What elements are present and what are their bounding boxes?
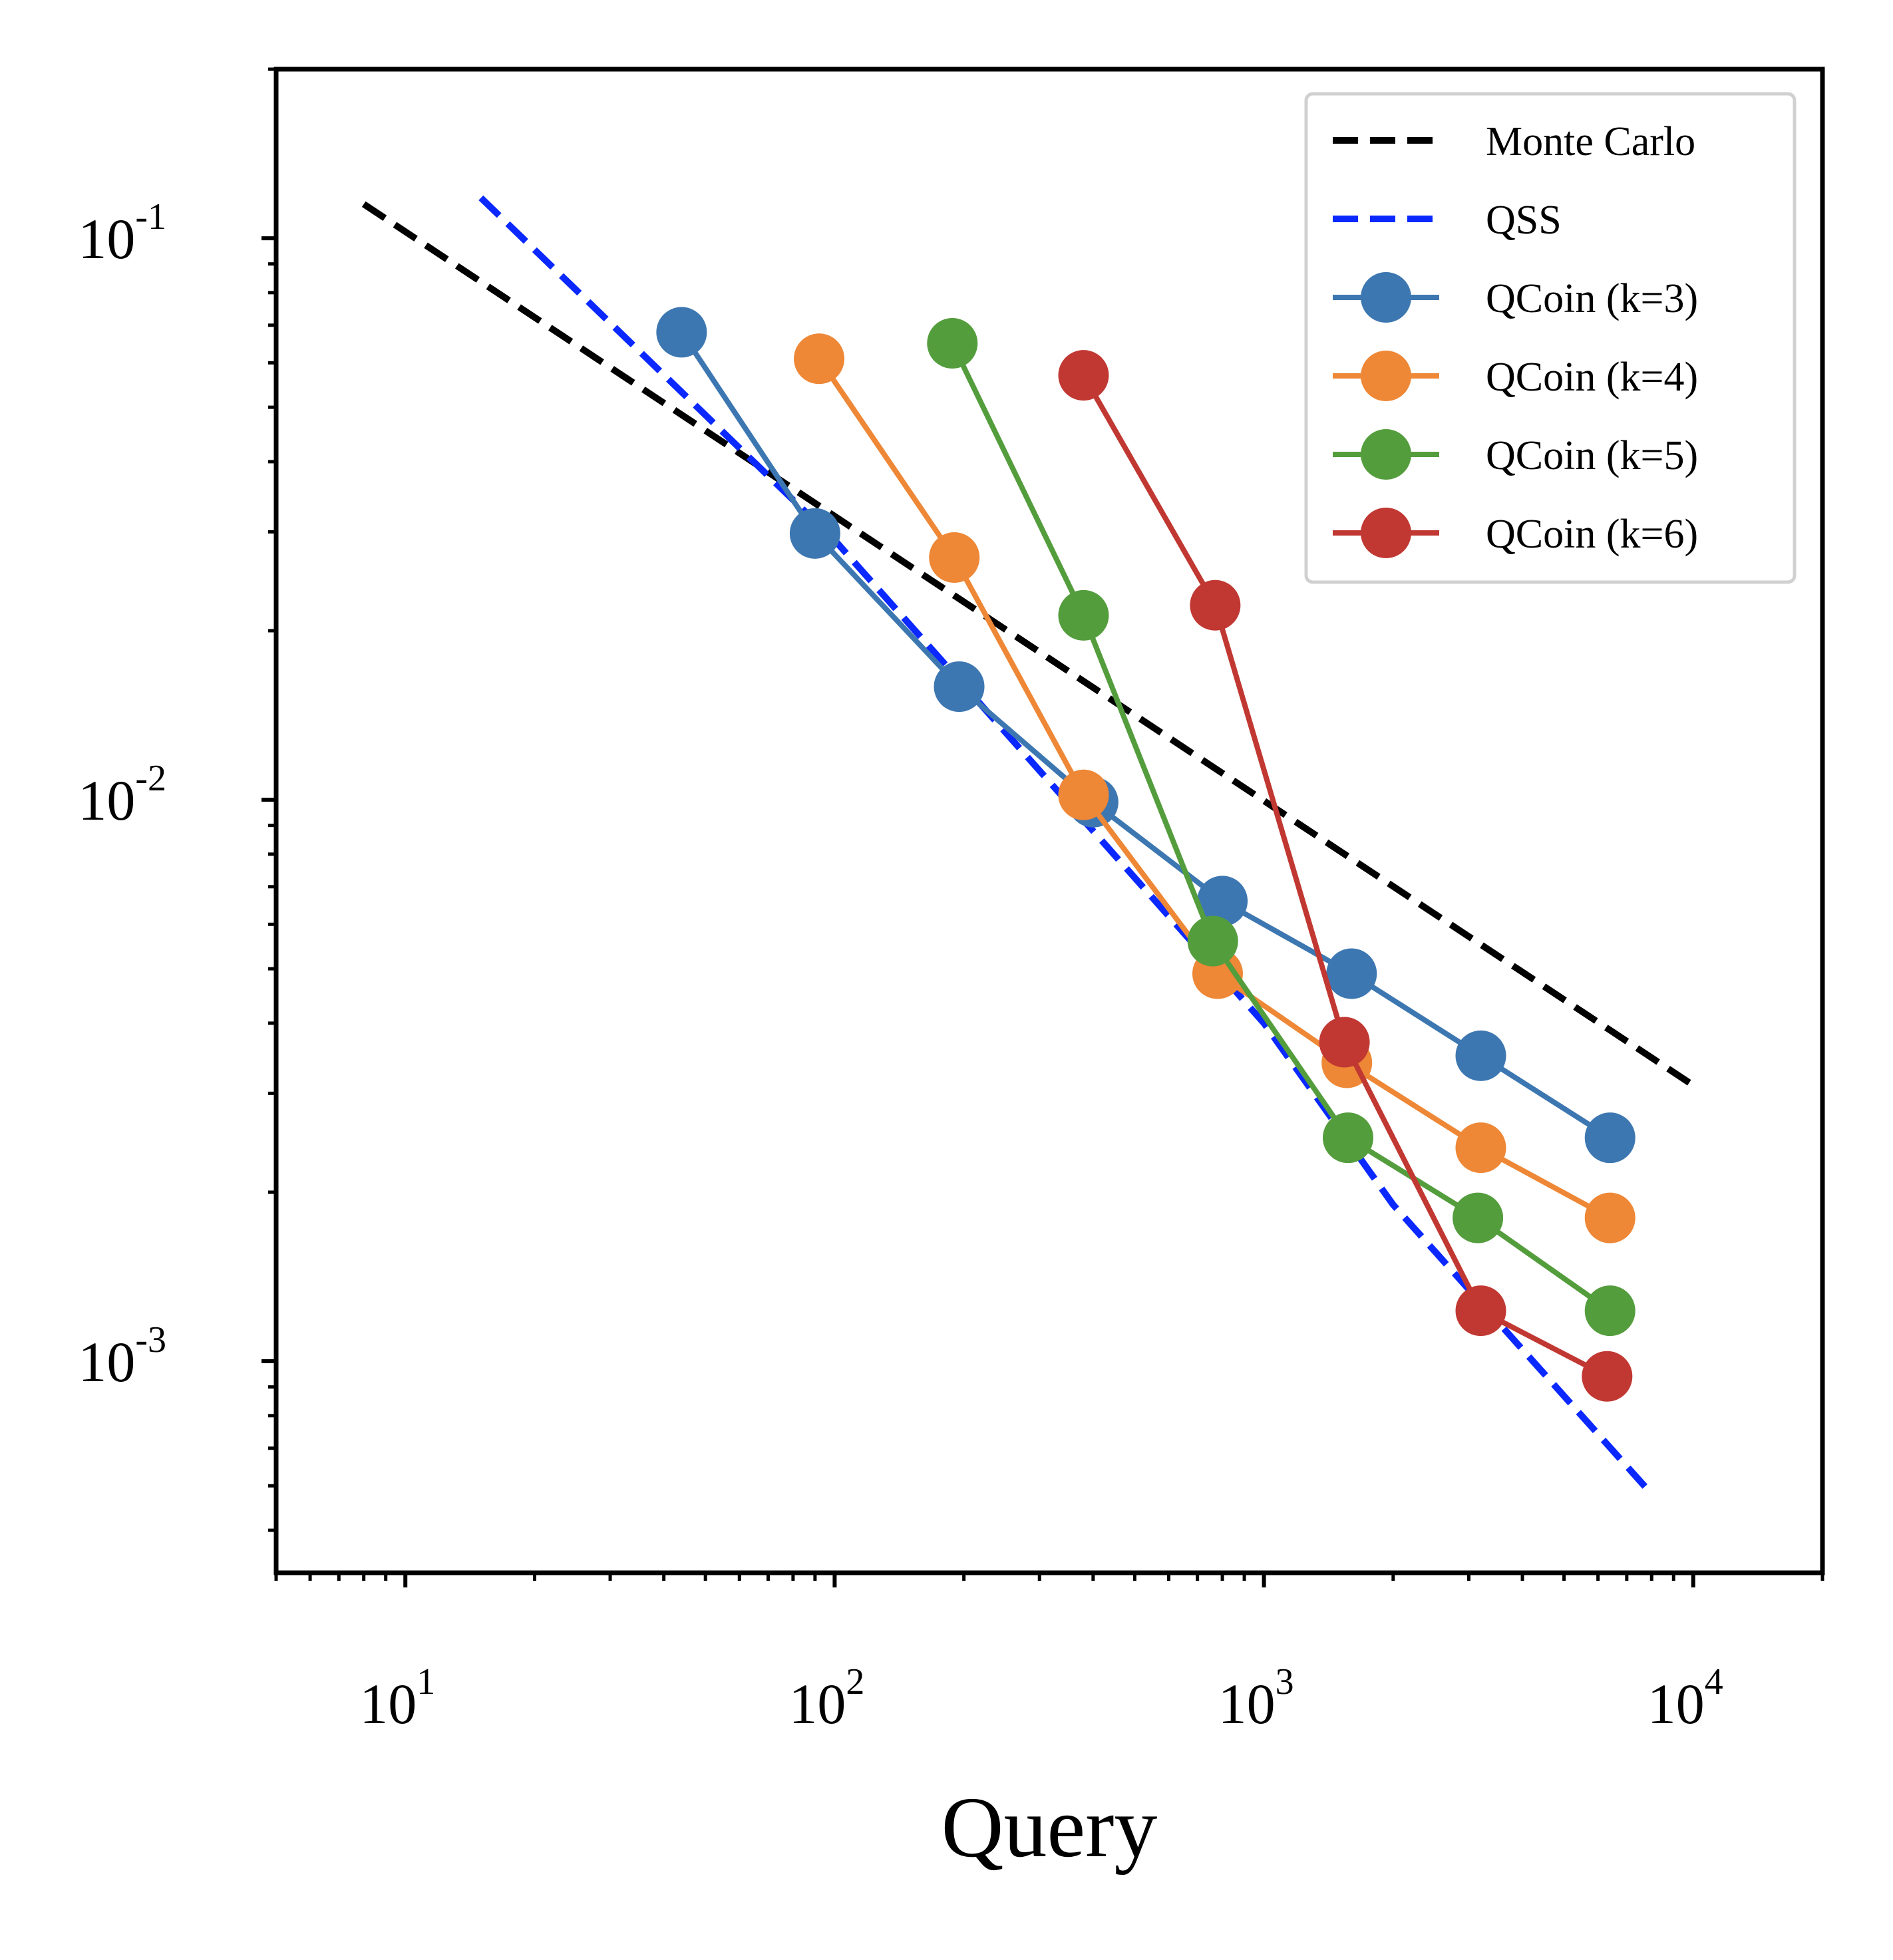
series-layer xyxy=(361,195,1695,1497)
data-point xyxy=(1584,1192,1635,1243)
data-point xyxy=(789,508,840,559)
series-4 xyxy=(927,317,1635,1337)
x-tick-base: 10 xyxy=(1218,1672,1276,1736)
data-point xyxy=(1455,1122,1506,1174)
data-point xyxy=(1584,1285,1635,1337)
series-3 xyxy=(794,333,1635,1243)
x-tick-label: 101 xyxy=(359,1661,435,1736)
data-point xyxy=(1319,1017,1370,1068)
legend-label: QSS xyxy=(1486,198,1562,243)
data-point xyxy=(1326,948,1377,999)
x-tick-label: 104 xyxy=(1647,1661,1723,1736)
x-tick-base: 10 xyxy=(359,1672,417,1736)
series-5 xyxy=(1058,350,1633,1402)
data-point xyxy=(929,532,980,583)
series-0 xyxy=(361,201,1695,1088)
legend-label: QCoin (k=4) xyxy=(1486,355,1698,400)
legend-swatch-marker xyxy=(1361,351,1411,401)
x-tick-label: 102 xyxy=(788,1661,864,1736)
y-tick-exponent: -2 xyxy=(135,758,166,799)
y-tick-label: 10-2 xyxy=(78,758,166,832)
y-tick-label: 10-1 xyxy=(78,196,166,271)
x-tick-base: 10 xyxy=(1647,1672,1705,1736)
series-line xyxy=(949,342,1612,1313)
plot-frame xyxy=(273,67,1825,1575)
legend-label: QCoin (k=3) xyxy=(1486,276,1698,321)
data-point xyxy=(656,307,707,358)
y-tick-label: 10-3 xyxy=(78,1319,166,1394)
x-tick-exponent: 2 xyxy=(846,1661,864,1703)
data-point xyxy=(1058,769,1109,820)
y-tick-exponent: -1 xyxy=(135,196,166,238)
legend-swatch-marker xyxy=(1361,272,1411,323)
y-tick-base: 10 xyxy=(78,1330,135,1394)
series-line xyxy=(679,331,1612,1140)
x-tick-base: 10 xyxy=(788,1672,846,1736)
data-point xyxy=(927,317,978,369)
data-point xyxy=(1058,589,1109,641)
data-point xyxy=(1453,1192,1504,1243)
data-point xyxy=(1187,915,1238,967)
data-point xyxy=(1582,1351,1633,1402)
x-tick-exponent: 1 xyxy=(417,1661,435,1703)
data-point xyxy=(1190,579,1241,631)
data-point xyxy=(1455,1030,1506,1081)
x-tick-label: 103 xyxy=(1218,1661,1294,1736)
legend-swatch-marker xyxy=(1361,508,1411,558)
legend: Monte Carlo QSS QCoin (k=3) QCoin (k=4) QCoi… xyxy=(1304,92,1797,584)
legend-swatch-marker xyxy=(1361,429,1411,480)
y-tick-base: 10 xyxy=(78,768,135,832)
data-point xyxy=(1584,1112,1635,1164)
data-point xyxy=(1455,1285,1506,1337)
data-point xyxy=(1197,876,1248,927)
legend-label: QCoin (k=5) xyxy=(1486,433,1698,478)
y-tick-base: 10 xyxy=(78,207,135,271)
reference-line xyxy=(361,201,1695,1088)
x-axis-title: Query xyxy=(942,1780,1158,1876)
data-point xyxy=(1322,1112,1373,1164)
data-point xyxy=(934,661,985,713)
legend-label: Monte Carlo xyxy=(1486,119,1695,164)
data-point xyxy=(1058,350,1109,401)
x-tick-exponent: 4 xyxy=(1705,1661,1723,1703)
x-tick-exponent: 3 xyxy=(1276,1661,1294,1703)
data-point xyxy=(794,333,845,385)
y-tick-exponent: -3 xyxy=(135,1319,166,1361)
legend-label: QCoin (k=6) xyxy=(1486,512,1698,557)
